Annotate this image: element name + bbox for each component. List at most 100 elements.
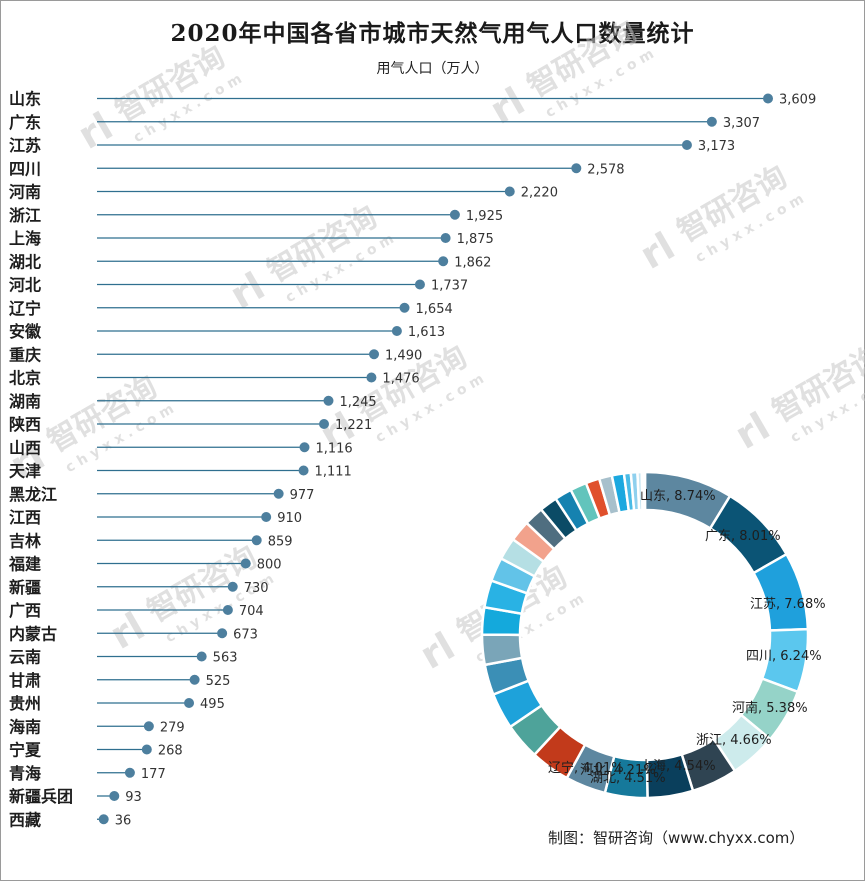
category-label: 甘肃 [9, 671, 41, 690]
value-label: 1,476 [382, 372, 419, 387]
category-label: 海南 [9, 717, 41, 736]
category-label: 山东 [9, 90, 41, 109]
source-note: 制图：智研咨询（www.chyxx.com） [548, 829, 805, 847]
bar-dot [217, 628, 228, 639]
value-label: 3,173 [698, 139, 735, 154]
bar-dot [438, 256, 449, 267]
watermark-logo: rl [728, 404, 778, 458]
category-label: 云南 [9, 648, 41, 667]
bar-dot [323, 395, 334, 406]
value-label: 1,613 [408, 325, 445, 340]
value-label: 673 [233, 627, 258, 642]
category-label: 青海 [9, 764, 41, 783]
value-label: 36 [115, 813, 132, 828]
bar-dot [414, 279, 425, 290]
category-label: 安徽 [9, 322, 42, 341]
bar-dot [366, 372, 377, 383]
bar-dot [189, 674, 200, 685]
donut-label: 江苏, 7.68% [750, 596, 826, 612]
bar-dot [240, 558, 251, 569]
bar-dot [369, 349, 380, 360]
value-label: 730 [244, 581, 269, 596]
donut-slice [642, 470, 647, 512]
watermark-logo: rl [223, 264, 273, 318]
category-label: 宁夏 [9, 741, 42, 760]
value-label: 3,609 [779, 93, 816, 108]
bar-dot [196, 651, 207, 662]
bar-dot [109, 791, 120, 801]
donut-label: 山东, 8.74% [640, 489, 716, 504]
bar-dot [251, 535, 262, 546]
watermark-logo: rl [71, 104, 121, 158]
value-label: 859 [268, 534, 293, 549]
donut-label: 上海, 4.54% [640, 759, 716, 774]
value-label: 1,221 [335, 418, 372, 433]
category-label: 河北 [9, 276, 41, 295]
bar-dot [440, 233, 451, 243]
bar-dot [273, 488, 284, 499]
donut-label: 浙江, 4.66% [696, 733, 772, 748]
category-label: 天津 [9, 462, 41, 481]
donut-label: 湖北, 4.51% [590, 771, 666, 786]
bar-dot [449, 209, 460, 220]
lollipop-plot: 山东 3,609 广东 3,307 江苏 3,173 四川 2,578 河南 2,220 浙江 1,9… [8, 90, 816, 830]
value-label: 1,862 [454, 255, 491, 270]
value-label: 704 [239, 604, 264, 619]
value-label: 525 [206, 674, 231, 689]
value-label: 2,578 [587, 162, 624, 177]
bar-dot [319, 419, 330, 429]
donut-chart: 山东, 8.74% 广东, 8.01% 江苏, 7.68% 四川, 6.24% 河南, … [480, 470, 826, 800]
bar-dot [141, 744, 152, 755]
category-label: 上海 [9, 229, 41, 248]
category-label: 广东 [9, 113, 41, 132]
category-label: 西藏 [9, 810, 41, 829]
bar-dot [504, 186, 515, 197]
bar-dot [706, 116, 717, 127]
category-label: 新疆 [9, 578, 41, 597]
bar-dot [299, 442, 310, 453]
bar-dot [124, 767, 135, 778]
chart-title: 2020年中国各省市城市天然气用气人口数量统计 [170, 20, 695, 47]
donut-label: 河南, 5.38% [732, 700, 808, 716]
value-label: 1,654 [416, 302, 453, 317]
value-label: 910 [277, 511, 302, 526]
value-label: 177 [141, 767, 166, 782]
watermark-logo: rl [413, 624, 463, 678]
category-label: 四川 [9, 159, 41, 178]
value-label: 800 [257, 558, 282, 573]
value-label: 977 [290, 488, 315, 503]
value-label: 3,307 [723, 116, 760, 131]
category-label: 辽宁 [9, 299, 41, 318]
donut-label: 河北, 4.21% [580, 763, 656, 778]
bar-dot [143, 721, 154, 732]
category-label: 黑龙江 [9, 485, 57, 504]
category-label: 新疆兵团 [9, 787, 73, 806]
bar-dot [184, 698, 195, 708]
category-label: 湖北 [9, 252, 41, 271]
category-label: 吉林 [9, 531, 41, 550]
category-label: 贵州 [9, 694, 41, 713]
bar-dot [222, 605, 233, 615]
bar-dot [391, 326, 402, 336]
value-label: 563 [213, 651, 238, 666]
category-label: 内蒙古 [9, 624, 57, 643]
value-label: 1,875 [457, 232, 494, 247]
bar-dot [399, 302, 410, 313]
value-label: 1,490 [385, 348, 422, 363]
value-label: 1,111 [315, 465, 352, 480]
bar-dot [298, 465, 309, 476]
value-label: 1,737 [431, 279, 468, 294]
watermark-logo: rl [483, 79, 533, 133]
bar-dot [681, 140, 692, 150]
watermark-logo: rl [103, 604, 153, 658]
category-label: 北京 [9, 369, 41, 388]
bar-dot [261, 512, 272, 522]
donut-label: 辽宁, 4.01% [548, 760, 624, 776]
value-label: 1,925 [466, 209, 503, 224]
